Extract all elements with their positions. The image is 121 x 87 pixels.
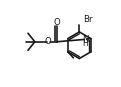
Text: O: O [45,37,51,46]
Text: O: O [53,18,60,27]
Text: N: N [82,35,89,44]
Text: H: H [82,39,88,48]
Text: Br: Br [83,15,92,24]
